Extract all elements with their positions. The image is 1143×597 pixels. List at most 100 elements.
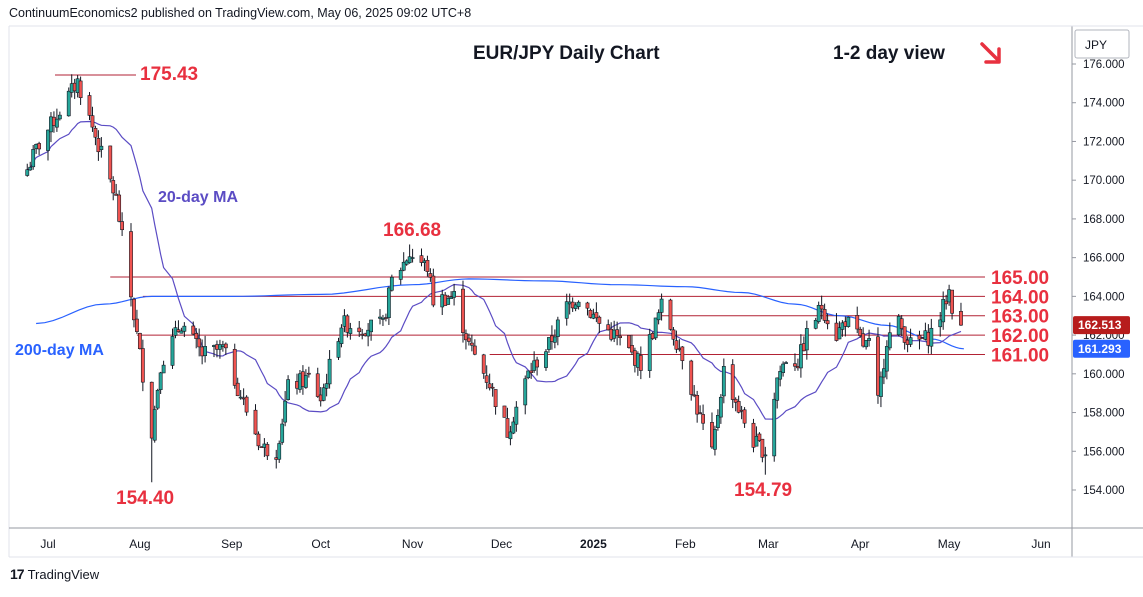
bull-candle (799, 344, 803, 369)
bear-candle (950, 289, 954, 314)
bull-candle (158, 372, 163, 390)
bull-candle (775, 377, 780, 401)
bull-candle (659, 298, 664, 313)
bear-candle (618, 335, 622, 338)
bear-candle (493, 389, 498, 408)
price-tick-label: 154.000 (1083, 485, 1125, 497)
bear-candle (876, 336, 880, 396)
bull-candle (389, 276, 394, 291)
bull-candle (386, 287, 391, 319)
bull-candle (366, 329, 371, 337)
bear-candle (235, 382, 240, 397)
level-label-162.00: 162.00 (991, 326, 1049, 347)
bear-candle (674, 340, 679, 350)
bull-candle (778, 371, 783, 380)
bear-candle (256, 433, 261, 447)
bull-candle (66, 90, 71, 117)
bull-candle (179, 330, 184, 334)
bear-candle (129, 231, 133, 298)
bear-candle (680, 346, 685, 361)
bear-candle (464, 333, 468, 341)
bear-candle (357, 327, 362, 333)
price-tick-label: 172.000 (1083, 136, 1125, 148)
bear-candle (315, 373, 320, 397)
view-label: 1-2 day view (833, 43, 945, 64)
bear-candle (733, 398, 738, 403)
bull-candle (369, 319, 373, 333)
time-tick-label: 2025 (580, 537, 607, 551)
bear-candle (384, 317, 388, 319)
bear-candle (461, 288, 465, 333)
down-right-arrow-icon (980, 42, 1001, 64)
bull-candle (57, 114, 62, 120)
bull-candle (552, 336, 557, 343)
bear-candle (431, 275, 436, 306)
bull-candle (401, 261, 406, 271)
bear-candle (858, 328, 863, 336)
bull-candle (238, 396, 243, 399)
bear-candle (197, 338, 202, 348)
price-tick-label: 156.000 (1083, 446, 1125, 458)
bull-candle (713, 429, 717, 450)
ma200-line (36, 278, 964, 350)
bull-candle (576, 301, 581, 307)
bull-candle (846, 316, 851, 327)
bear-candle (469, 342, 474, 346)
tradingview-logo-text: TradingView (27, 566, 100, 582)
bull-candle (277, 443, 282, 460)
bear-candle (111, 180, 116, 194)
bear-candle (137, 332, 142, 349)
time-tick-label: Mar (758, 537, 779, 551)
bull-candle (452, 291, 456, 298)
price-badge-label-ma200: 161.293 (1078, 342, 1122, 356)
bear-candle (861, 333, 866, 347)
bear-candle (223, 343, 228, 349)
bear-candle (265, 444, 270, 457)
bear-candle (419, 255, 424, 263)
bear-candle (244, 396, 249, 413)
bear-candle (132, 298, 136, 321)
bear-candle (917, 334, 922, 340)
bear-candle (615, 329, 620, 336)
bull-candle (653, 317, 658, 339)
tradingview-logo[interactable]: 17 TradingView (10, 566, 99, 582)
bull-candle (446, 298, 451, 305)
bull-candle (941, 299, 946, 323)
bear-candle (627, 335, 631, 348)
bull-candle (407, 256, 412, 264)
time-tick-label: Aug (129, 537, 150, 551)
bear-candle (671, 329, 676, 340)
bear-candle (695, 395, 700, 415)
bear-candle (757, 433, 762, 441)
bull-candle (656, 312, 661, 321)
bull-candle (837, 327, 842, 340)
price-tick-label: 170.000 (1083, 175, 1125, 187)
bear-candle (742, 409, 747, 424)
bull-candle (449, 296, 454, 299)
bear-candle (120, 221, 125, 231)
bear-candle (701, 414, 705, 424)
bear-candle (751, 422, 756, 448)
currency-label: JPY (1085, 38, 1107, 52)
bull-candle (303, 375, 308, 388)
bull-candle (908, 337, 913, 345)
bull-candle (398, 270, 403, 280)
bull-candle (514, 406, 519, 425)
price-tick-label: 160.000 (1083, 369, 1125, 381)
bull-candle (879, 376, 883, 397)
time-tick-label: Nov (402, 537, 423, 551)
bull-candle (410, 257, 415, 259)
bear-candle (902, 326, 907, 343)
bear-candle (425, 260, 430, 272)
bull-candle (28, 166, 33, 171)
bear-candle (345, 315, 350, 333)
bear-candle (730, 364, 735, 400)
publisher-line: ContinuumEconomics2 published on Trading… (9, 6, 472, 20)
bull-candle (929, 327, 934, 347)
bear-candle (176, 329, 181, 333)
bull-candle (881, 368, 886, 378)
ma200-label: 200-day MA (15, 342, 104, 359)
bear-candle (505, 418, 510, 438)
bear-candle (232, 348, 237, 386)
